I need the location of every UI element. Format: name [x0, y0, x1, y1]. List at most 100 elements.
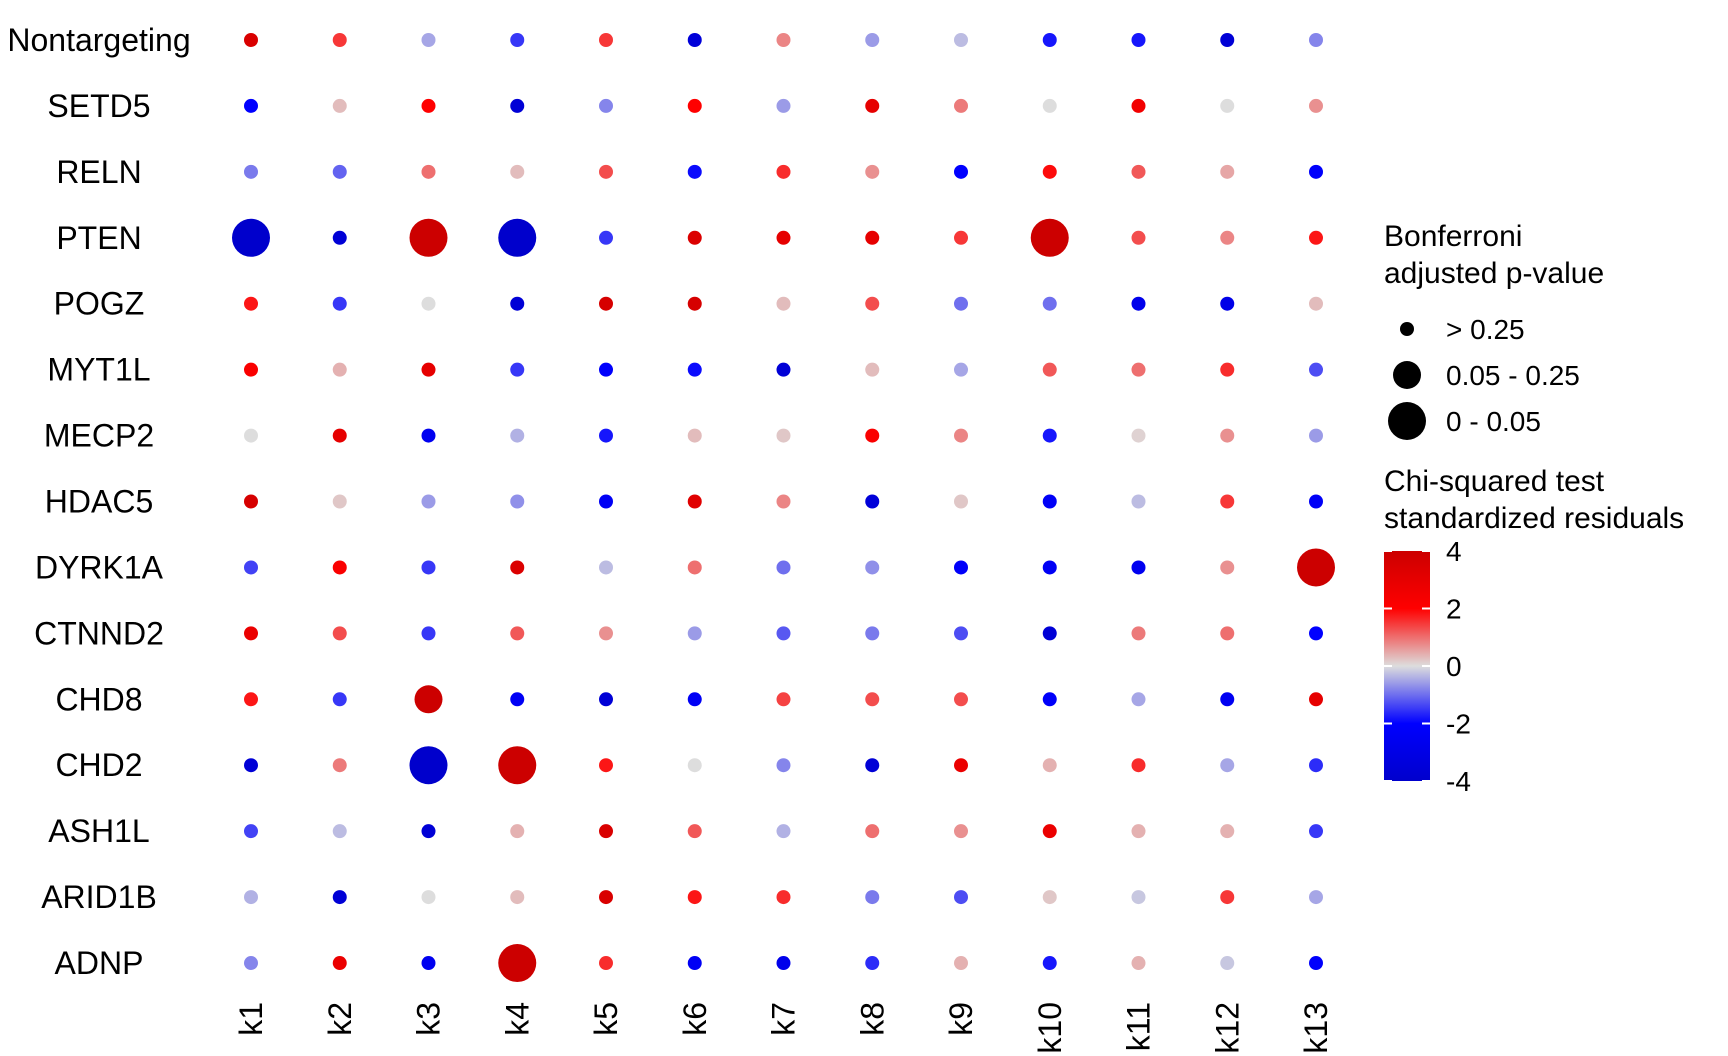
dot-reln-k10 [1042, 164, 1057, 179]
dot-ash1l-k11 [1131, 824, 1146, 839]
dot-nontargeting-k3 [421, 33, 436, 47]
color-legend-tick-label: -4 [1446, 766, 1471, 797]
x-tick-label-k7: k7 [766, 1002, 802, 1036]
dot-adnp-k7 [776, 956, 791, 971]
dot-ctnnd2-k11 [1131, 626, 1146, 641]
dot-adnp-k10 [1042, 956, 1057, 971]
x-tick-label-k3: k3 [411, 1002, 447, 1036]
dot-chd8-k11 [1131, 692, 1146, 707]
dot-chd8-k4 [510, 692, 525, 707]
dot-arid1b-k6 [687, 890, 702, 905]
dot-pogz-k3 [421, 296, 436, 311]
dot-arid1b-k4 [510, 890, 525, 905]
dot-reln-k7 [776, 164, 791, 179]
dot-reln-k11 [1131, 164, 1146, 179]
dot-arid1b-k8 [865, 890, 880, 905]
dot-adnp-k2 [332, 956, 347, 971]
dot-hdac5-k6 [687, 494, 702, 509]
dot-nontargeting-k2 [332, 33, 347, 47]
data-points [232, 33, 1335, 983]
dot-dyrk1a-k6 [687, 560, 702, 575]
dot-reln-k2 [332, 164, 347, 179]
dot-ash1l-k6 [687, 824, 702, 839]
y-tick-label-reln: RELN [56, 154, 141, 190]
dot-pogz-k6 [687, 296, 702, 311]
dot-pogz-k1 [244, 296, 258, 311]
dot-nontargeting-k7 [776, 33, 791, 47]
dot-arid1b-k3 [421, 890, 436, 905]
dot-ash1l-k8 [865, 824, 880, 839]
dot-setd5-k6 [687, 98, 702, 113]
dot-mecp2-k5 [599, 428, 613, 443]
dot-reln-k6 [687, 164, 702, 179]
y-tick-label-pogz: POGZ [54, 286, 145, 322]
dot-myt1l-k10 [1042, 362, 1057, 377]
y-tick-label-nontargeting: Nontargeting [7, 22, 190, 58]
dot-setd5-k13 [1309, 98, 1323, 113]
dot-adnp-k4 [498, 944, 537, 983]
dot-chd2-k12 [1220, 758, 1235, 773]
dot-pogz-k2 [332, 296, 347, 311]
dot-dyrk1a-k5 [599, 560, 613, 575]
dot-chd2-k6 [687, 758, 702, 773]
y-tick-label-ctnnd2: CTNND2 [34, 615, 164, 651]
dot-chd2-k2 [332, 758, 347, 773]
dot-adnp-k13 [1309, 956, 1323, 971]
dot-dyrk1a-k8 [865, 560, 880, 575]
dot-pten-k2 [332, 230, 347, 245]
dot-dyrk1a-k3 [421, 560, 436, 575]
dot-arid1b-k11 [1131, 890, 1146, 905]
dot-myt1l-k3 [421, 362, 436, 377]
dot-chd8-k1 [244, 692, 258, 707]
dot-ctnnd2-k9 [954, 626, 968, 641]
dot-chd8-k6 [687, 692, 702, 707]
size-legend-key-small [1400, 322, 1414, 336]
dot-mecp2-k13 [1309, 428, 1323, 443]
dot-myt1l-k13 [1309, 362, 1323, 377]
dot-reln-k12 [1220, 164, 1235, 179]
dot-ctnnd2-k8 [865, 626, 880, 641]
dot-pten-k6 [687, 230, 702, 245]
dot-chd8-k9 [954, 692, 968, 707]
dot-chd8-k8 [865, 692, 880, 707]
dot-ctnnd2-k13 [1309, 626, 1323, 641]
dot-hdac5-k8 [865, 494, 880, 509]
dot-nontargeting-k8 [865, 33, 880, 47]
y-tick-label-adnp: ADNP [55, 945, 144, 981]
y-tick-label-chd8: CHD8 [55, 681, 142, 717]
dot-hdac5-k10 [1042, 494, 1057, 509]
y-tick-label-dyrk1a: DYRK1A [35, 549, 164, 585]
dot-nontargeting-k10 [1042, 33, 1057, 47]
dot-ash1l-k9 [954, 824, 968, 839]
dot-myt1l-k9 [954, 362, 968, 377]
dot-ash1l-k7 [776, 824, 791, 839]
dot-reln-k3 [421, 164, 436, 179]
dot-ctnnd2-k2 [332, 626, 347, 641]
y-tick-label-ash1l: ASH1L [48, 813, 149, 849]
x-tick-label-k2: k2 [322, 1002, 358, 1036]
dot-reln-k4 [510, 164, 525, 179]
dot-mecp2-k4 [510, 428, 525, 443]
dot-pten-k10 [1030, 218, 1069, 257]
dot-hdac5-k5 [599, 494, 613, 509]
dot-arid1b-k9 [954, 890, 968, 905]
dot-nontargeting-k1 [244, 33, 258, 47]
dot-myt1l-k5 [599, 362, 613, 377]
dot-chd8-k3 [414, 685, 443, 714]
dot-pogz-k13 [1309, 296, 1323, 311]
dot-pogz-k4 [510, 296, 525, 311]
dot-mecp2-k10 [1042, 428, 1057, 443]
dot-chd8-k12 [1220, 692, 1235, 707]
dot-myt1l-k7 [776, 362, 791, 377]
dot-mecp2-k8 [865, 428, 880, 443]
x-tick-label-k6: k6 [677, 1002, 713, 1036]
dot-myt1l-k11 [1131, 362, 1146, 377]
color-legend: Chi-squared test standardized residuals … [1384, 465, 1684, 797]
dot-pten-k9 [954, 230, 968, 245]
dot-chd2-k10 [1042, 758, 1057, 773]
dot-setd5-k12 [1220, 98, 1235, 113]
size-legend-key-large [1388, 402, 1426, 440]
dot-chd8-k2 [332, 692, 347, 707]
dot-setd5-k8 [865, 98, 880, 113]
